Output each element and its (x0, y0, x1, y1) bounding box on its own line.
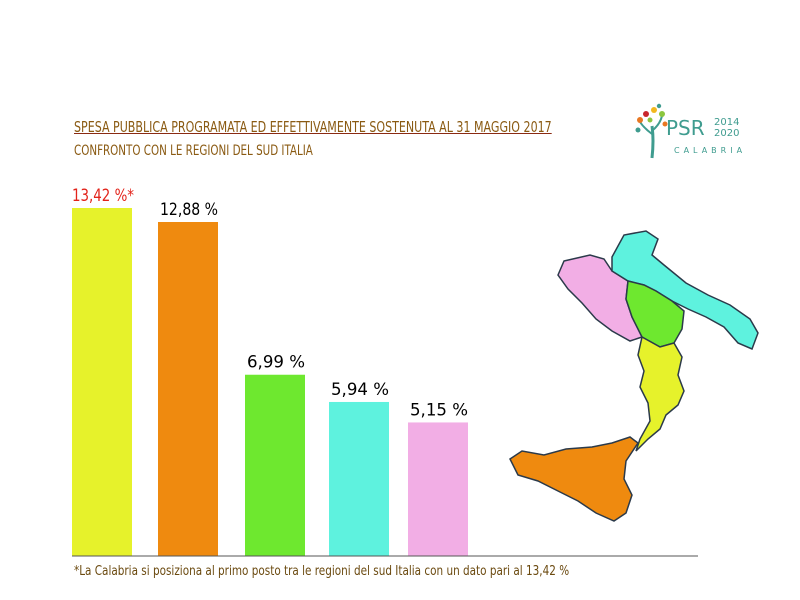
psr-logo: PSR 2014 2020 CALABRIA (632, 100, 772, 170)
bar-3 (245, 374, 305, 556)
bar-value-label-1: 13,42 %* (72, 186, 134, 206)
bar-value-label-4: 5,94 % (331, 380, 389, 400)
south-italy-map (509, 230, 759, 522)
bar-value-label-5: 5,15 % (410, 400, 468, 420)
bar-2 (158, 222, 218, 556)
chart-subtitle: CONFRONTO CON LE REGIONI DEL SUD ITALIA (74, 143, 313, 159)
logo-years: 2014 2020 (714, 117, 739, 139)
bar-4 (329, 401, 389, 556)
logo-region: CALABRIA (674, 146, 747, 155)
logo-year-start: 2014 (714, 117, 740, 128)
bar-5 (408, 422, 468, 556)
footnote: *La Calabria si posiziona al primo posto… (74, 563, 570, 579)
bar-value-label-2: 12,88 % (160, 200, 218, 220)
bar-1 (72, 208, 132, 556)
logo-brand: PSR (666, 116, 705, 140)
logo-year-end: 2020 (714, 128, 740, 139)
map-region-sicilia (509, 436, 640, 522)
labels-layer: 13,42 %* 12,88 % 6,99 % 5,94 % 5,15 % (72, 186, 468, 420)
bar-value-label-3: 6,99 % (247, 353, 305, 373)
chart-title: SPESA PUBBLICA PROGRAMATA ED EFFETTIVAME… (74, 118, 552, 136)
map-region-basilicata (625, 280, 685, 348)
bars-layer (72, 208, 468, 556)
map-region-calabria (635, 335, 685, 452)
tree-icon (635, 103, 668, 159)
